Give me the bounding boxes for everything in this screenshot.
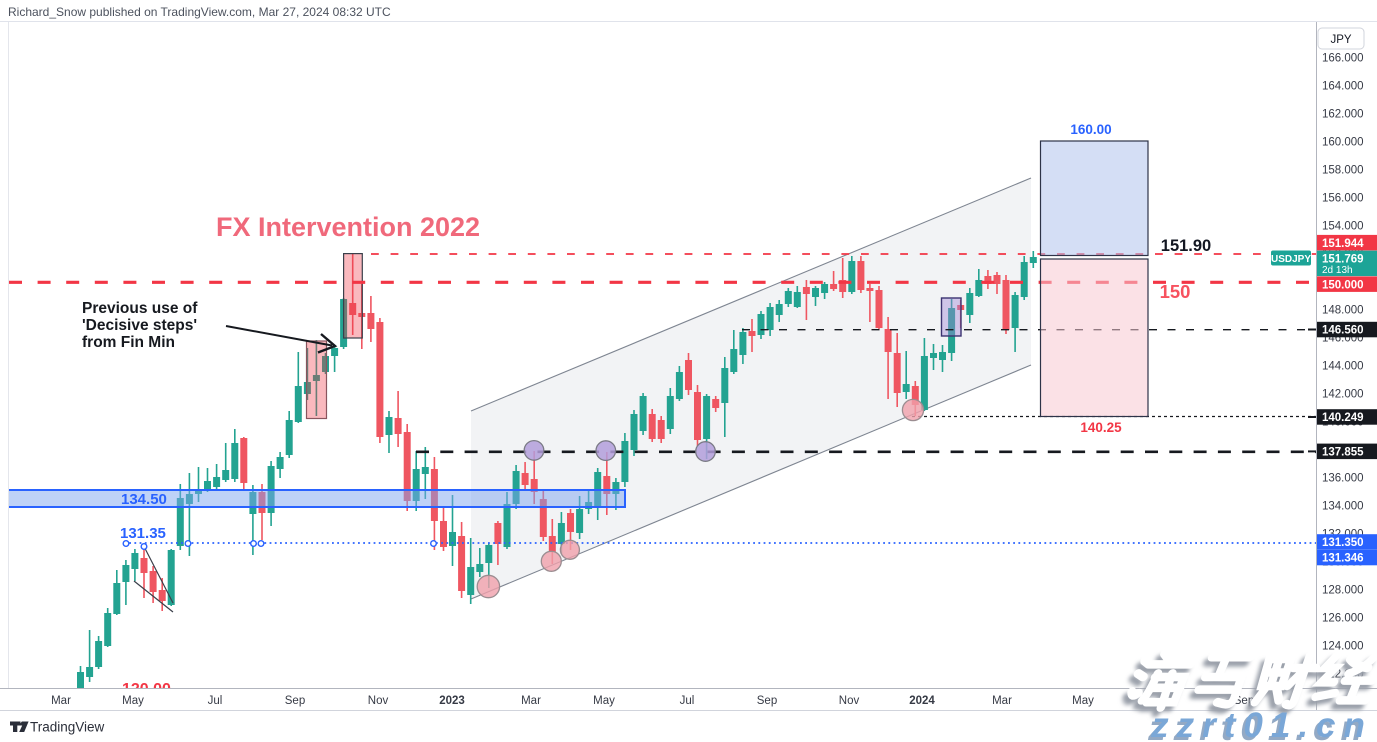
svg-text:134.50: 134.50 bbox=[121, 491, 167, 508]
svg-text:146.560: 146.560 bbox=[1322, 325, 1364, 337]
svg-text:Mar: Mar bbox=[521, 695, 541, 707]
svg-text:Mar: Mar bbox=[51, 695, 71, 707]
svg-text:2024: 2024 bbox=[909, 695, 935, 707]
svg-text:164.000: 164.000 bbox=[1322, 81, 1364, 93]
svg-text:Jul: Jul bbox=[680, 695, 695, 707]
svg-text:160.000: 160.000 bbox=[1322, 137, 1364, 149]
svg-text:160.00: 160.00 bbox=[1070, 122, 1111, 137]
svg-text:131.350: 131.350 bbox=[1322, 537, 1364, 549]
svg-text:zzrt01.cn: zzrt01.cn bbox=[1147, 709, 1370, 742]
svg-text:2023: 2023 bbox=[439, 695, 465, 707]
svg-text:May: May bbox=[593, 695, 615, 707]
svg-text:166.000: 166.000 bbox=[1322, 53, 1364, 65]
svg-text:150.000: 150.000 bbox=[1322, 279, 1364, 291]
svg-text:140.249: 140.249 bbox=[1322, 412, 1364, 424]
svg-text:151.769: 151.769 bbox=[1322, 254, 1364, 266]
svg-text:Nov: Nov bbox=[368, 695, 389, 707]
svg-text:FX Intervention 2022: FX Intervention 2022 bbox=[216, 212, 480, 242]
svg-text:2d 13h: 2d 13h bbox=[1322, 265, 1353, 276]
svg-text:156.000: 156.000 bbox=[1322, 193, 1364, 205]
svg-text:Previous use of: Previous use of bbox=[82, 300, 198, 317]
svg-text:120.00: 120.00 bbox=[122, 681, 171, 698]
svg-text:Sep: Sep bbox=[285, 695, 305, 707]
svg-text:Sep: Sep bbox=[757, 695, 777, 707]
svg-text:131.35: 131.35 bbox=[120, 525, 166, 542]
svg-text:zzrt01.cn: zzrt01.cn bbox=[1150, 706, 1373, 742]
svg-text:Jul: Jul bbox=[208, 695, 223, 707]
svg-text:USDJPY: USDJPY bbox=[1271, 254, 1311, 265]
svg-text:151.90: 151.90 bbox=[1161, 237, 1211, 255]
svg-text:154.000: 154.000 bbox=[1322, 221, 1364, 233]
svg-text:142.000: 142.000 bbox=[1322, 389, 1364, 401]
svg-text:Mar: Mar bbox=[992, 695, 1012, 707]
svg-text:JPY: JPY bbox=[1330, 34, 1351, 46]
svg-text:'Decisive steps': 'Decisive steps' bbox=[82, 317, 197, 334]
svg-text:151.944: 151.944 bbox=[1322, 238, 1364, 250]
svg-text:140.25: 140.25 bbox=[1080, 420, 1122, 435]
svg-text:144.000: 144.000 bbox=[1322, 361, 1364, 373]
svg-text:Richard_Snow published on Trad: Richard_Snow published on TradingView.co… bbox=[8, 5, 391, 19]
svg-text:137.855: 137.855 bbox=[1322, 447, 1364, 459]
svg-text:May: May bbox=[1072, 695, 1094, 707]
svg-text:128.000: 128.000 bbox=[1322, 585, 1364, 597]
svg-text:134.000: 134.000 bbox=[1322, 501, 1364, 513]
svg-text:from Fin Min: from Fin Min bbox=[82, 334, 175, 351]
svg-text:150: 150 bbox=[1160, 281, 1191, 302]
svg-text:136.000: 136.000 bbox=[1322, 473, 1364, 485]
svg-text:May: May bbox=[122, 695, 144, 707]
svg-text:162.000: 162.000 bbox=[1322, 109, 1364, 121]
svg-text:TradingView: TradingView bbox=[30, 720, 105, 735]
svg-text:148.000: 148.000 bbox=[1322, 305, 1364, 317]
svg-text:Nov: Nov bbox=[839, 695, 860, 707]
svg-text:126.000: 126.000 bbox=[1322, 613, 1364, 625]
svg-text:158.000: 158.000 bbox=[1322, 165, 1364, 177]
svg-text:131.346: 131.346 bbox=[1322, 553, 1364, 565]
svg-text:124.000: 124.000 bbox=[1322, 641, 1364, 653]
